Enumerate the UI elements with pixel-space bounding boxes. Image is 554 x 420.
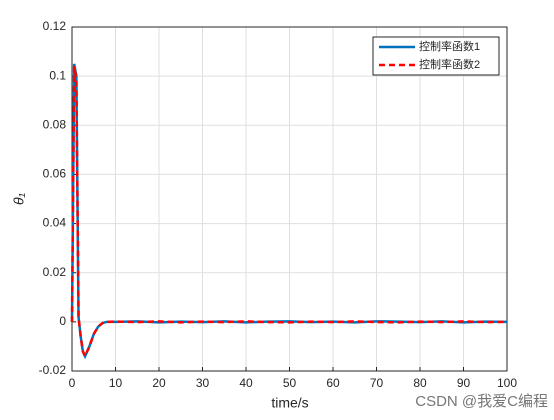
y-tick-label: 0.04 [43, 216, 67, 230]
y-tick-label: 0.06 [43, 167, 67, 181]
x-tick-label: 0 [69, 376, 76, 390]
legend-label: 控制率函数1 [419, 39, 480, 53]
y-axis-label: θ₁ [11, 192, 27, 205]
y-tick-label: -0.02 [39, 363, 67, 377]
x-tick-label: 30 [196, 376, 210, 390]
legend-box [372, 36, 500, 76]
x-tick-label: 50 [283, 376, 297, 390]
x-tick-label: 100 [497, 376, 517, 390]
x-tick-label: 80 [413, 376, 427, 390]
x-tick-label: 90 [457, 376, 471, 390]
x-tick-label: 60 [326, 376, 340, 390]
x-tick-label: 10 [109, 376, 123, 390]
data-line [70, 66, 508, 360]
y-tick-label: 0.08 [43, 117, 67, 131]
x-axis-label: time/s [271, 395, 308, 411]
x-tick-label: 70 [370, 376, 384, 390]
y-tick-label: 0.12 [43, 19, 67, 33]
y-tick-label: 0.1 [49, 68, 66, 82]
y-tick-label: 0 [59, 314, 66, 328]
x-tick-label: 40 [239, 376, 253, 390]
x-tick-label: 20 [152, 376, 166, 390]
y-tick-label: 0.02 [43, 265, 67, 279]
legend-label: 控制率函数2 [419, 57, 480, 71]
watermark: CSDN @我爱C编程 [415, 393, 548, 410]
